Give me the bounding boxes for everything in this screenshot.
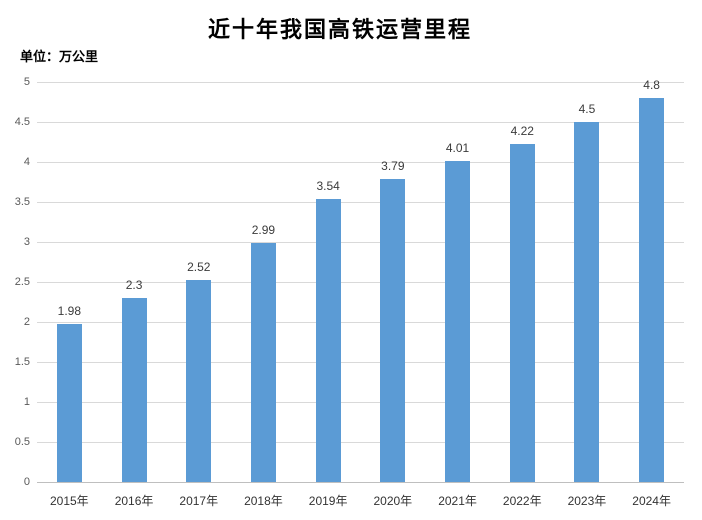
data-label: 3.54 [316,178,340,193]
y-axis-tick-label: 4.5 [14,116,30,128]
data-label: 4.01 [445,141,470,156]
gridline [37,201,684,203]
bar [250,242,276,482]
y-axis-tick-label: 2 [23,316,30,328]
x-axis-line [37,481,684,483]
x-axis-label: 2020年 [373,494,413,508]
y-axis-tick-label: 0.5 [14,436,30,448]
gridline [37,441,684,443]
x-axis-label: 2015年 [49,494,89,508]
y-axis-tick-label: 5 [23,76,30,88]
bar [56,323,82,482]
y-axis-tick-label: 0 [23,476,30,488]
data-label: 2.52 [187,260,211,275]
y-axis-tick-label: 1.5 [14,356,30,368]
bar [574,122,600,482]
gridline [37,241,684,243]
y-axis-tick-label: 3 [23,236,30,248]
x-axis-label: 2017年 [179,494,219,508]
x-axis-label: 2022年 [502,494,542,508]
x-axis-label: 2021年 [438,494,477,508]
x-axis-label: 2016年 [114,494,154,508]
gridline [37,401,684,403]
chart-title: 近十年我国高铁运营里程 [207,17,472,43]
gridline [37,361,684,363]
data-label: 2.3 [125,278,143,292]
gridline [37,161,684,163]
gridline [37,321,684,323]
data-label: 4.22 [510,124,534,139]
x-axis-label: 2019年 [308,494,348,508]
bar [509,144,535,482]
plot-area: 0 0.5 1 1.5 2 2.5 3 3.5 4 4.5 5 1.98 2015年 2.3 2016年 2.… [15,76,684,508]
unit-label: 单位：万公里 [20,49,99,64]
gridline [37,281,684,283]
bar [315,198,341,482]
bar [186,280,212,482]
bar [639,98,665,482]
bar [445,161,471,482]
y-axis-tick-label: 1 [23,396,30,408]
x-axis-label: 2018年 [244,494,283,508]
x-axis-label: 2023年 [567,494,607,508]
data-label: 2.99 [251,222,276,237]
y-axis-tick-label: 2.5 [14,276,30,288]
data-label: 4.5 [578,102,596,116]
y-axis-tick-label: 4 [23,156,30,168]
x-axis-label: 2024年 [632,494,671,508]
y-axis-tick-label: 3.5 [14,196,30,208]
data-label: 4.8 [643,78,660,92]
data-label: 1.98 [57,303,82,318]
gridline [37,81,684,83]
bar [380,178,406,482]
data-label: 3.79 [381,158,405,173]
bar [121,298,147,482]
gridline [37,121,684,123]
